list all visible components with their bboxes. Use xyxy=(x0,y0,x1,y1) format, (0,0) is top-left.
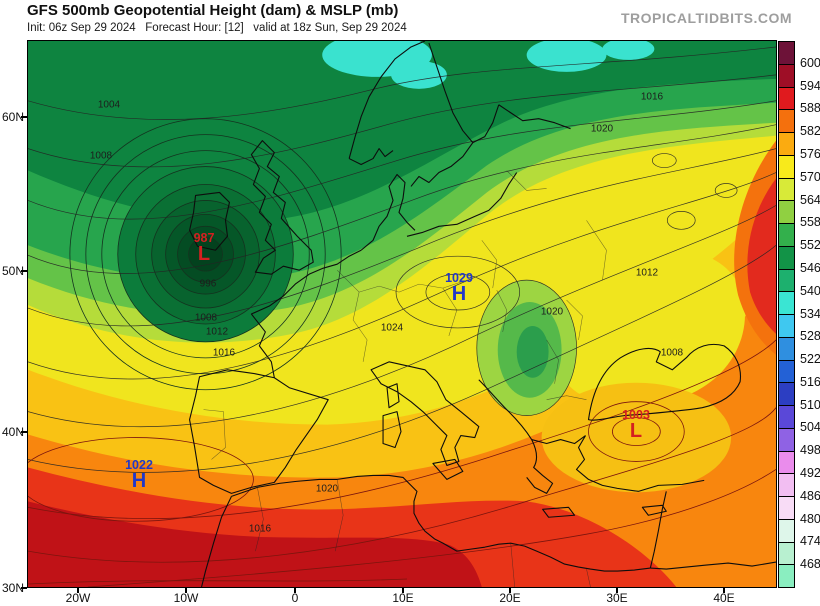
lon-tick xyxy=(185,588,187,593)
lat-tick xyxy=(21,587,27,589)
colorbar-label-564: 564 xyxy=(800,192,820,207)
colorbar-segment xyxy=(779,177,794,201)
lat-label-50N: 50N xyxy=(1,264,24,278)
colorbar-segment xyxy=(779,291,794,314)
lon-label-0: 0 xyxy=(291,591,299,605)
colorbar-label-474: 474 xyxy=(800,534,820,549)
colorbar-label-468: 468 xyxy=(800,557,820,572)
lon-tick xyxy=(723,588,725,593)
colorbar-segment xyxy=(779,109,794,132)
colorbar-label-510: 510 xyxy=(800,397,820,412)
map-canvas: 1004 1008 996 1008 1012 1016 1024 1016 1020 1012 1… xyxy=(27,40,777,588)
colorbar-segment xyxy=(779,86,794,110)
colorbar-segment xyxy=(779,518,794,542)
lon-tick xyxy=(402,588,404,593)
lon-label-30E: 30E xyxy=(606,591,628,605)
colorbar-segment xyxy=(779,314,794,337)
country-borders xyxy=(203,170,607,587)
colorbar-label-552: 552 xyxy=(800,238,820,253)
colorbar-label-540: 540 xyxy=(800,283,820,298)
map-svg xyxy=(28,41,776,587)
colorbar-label-516: 516 xyxy=(800,374,820,389)
colorbar-label-600: 600 xyxy=(800,55,820,70)
site-watermark: TROPICALTIDBITS.COM xyxy=(620,10,792,26)
colorbar-segment xyxy=(779,405,794,428)
lat-label-60N: 60N xyxy=(1,110,24,124)
colorbar-label-528: 528 xyxy=(800,329,820,344)
colorbar-label-480: 480 xyxy=(800,511,820,526)
lon-label-10E: 10E xyxy=(392,591,414,605)
colorbar-segment xyxy=(779,132,794,155)
colorbar-segment xyxy=(779,427,794,451)
colorbar xyxy=(778,41,795,588)
colorbar-segment xyxy=(779,450,794,474)
colorbar-segment xyxy=(779,42,794,64)
lon-tick xyxy=(77,588,79,593)
lat-tick xyxy=(21,270,27,272)
colorbar-label-576: 576 xyxy=(800,146,820,161)
coastlines xyxy=(189,41,776,587)
colorbar-label-570: 570 xyxy=(800,169,820,184)
colorbar-segment xyxy=(779,541,794,565)
colorbar-label-486: 486 xyxy=(800,488,820,503)
lat-label-40N: 40N xyxy=(1,425,24,439)
regional-height-features xyxy=(322,41,776,493)
colorbar-segment xyxy=(779,336,794,360)
colorbar-segment xyxy=(779,496,794,519)
colorbar-label-504: 504 xyxy=(800,420,820,435)
cutoff-low-rings xyxy=(69,118,342,391)
colorbar-segment xyxy=(779,382,794,405)
isobar-lines-south xyxy=(28,339,776,587)
colorbar-segment xyxy=(779,564,794,587)
lon-label-10W: 10W xyxy=(173,591,199,605)
colorbar-segment xyxy=(779,245,794,269)
colorbar-label-594: 594 xyxy=(800,78,820,93)
lat-tick xyxy=(21,431,27,433)
colorbar-segment xyxy=(779,154,794,178)
lon-tick xyxy=(509,588,511,593)
lon-tick xyxy=(294,588,296,593)
colorbar-label-498: 498 xyxy=(800,443,820,458)
colorbar-segment xyxy=(779,268,794,292)
colorbar-segment xyxy=(779,359,794,383)
colorbar-segment xyxy=(779,63,794,87)
lat-tick xyxy=(21,116,27,118)
lon-label-20E: 20E xyxy=(499,591,521,605)
colorbar-label-582: 582 xyxy=(800,124,820,139)
lat-label-30N: 30N xyxy=(1,581,24,595)
colorbar-segment xyxy=(779,200,794,223)
lon-tick xyxy=(616,588,618,593)
colorbar-label-546: 546 xyxy=(800,260,820,275)
colorbar-label-558: 558 xyxy=(800,215,820,230)
page-title: GFS 500mb Geopotential Height (dam) & MS… xyxy=(27,2,399,19)
lon-label-20W: 20W xyxy=(65,591,91,605)
lon-label-40E: 40E xyxy=(713,591,735,605)
colorbar-segment xyxy=(779,223,794,246)
isobar-lines-north xyxy=(28,46,776,473)
colorbar-segment xyxy=(779,473,794,496)
model-run-subtitle: Init: 06z Sep 29 2024 Forecast Hour: [12… xyxy=(27,22,407,34)
colorbar-label-588: 588 xyxy=(800,101,820,116)
colorbar-label-522: 522 xyxy=(800,352,820,367)
colorbar-label-534: 534 xyxy=(800,306,820,321)
colorbar-label-492: 492 xyxy=(800,466,820,481)
